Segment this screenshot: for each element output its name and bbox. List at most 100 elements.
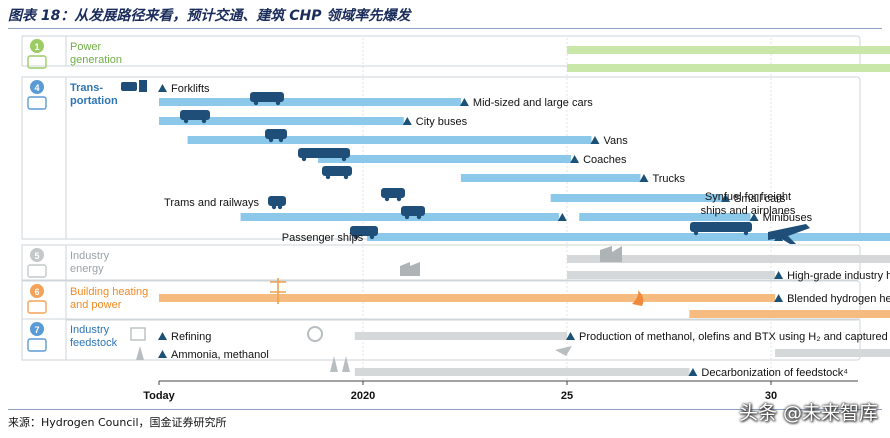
milestone-marker [158,84,167,92]
bus-icon [183,118,189,124]
bar-label: Ammonia, methanol [171,349,269,361]
bar-label: Passenger ships [282,232,364,244]
timeline-bar [689,310,890,318]
sector-label: Industry [70,250,110,262]
truck-icon [343,174,349,180]
x-tick-label: 30 [765,390,777,402]
bar-label: Small cars [734,193,786,205]
sector-label: Trans- [70,82,103,94]
forklift-icon [139,80,147,92]
timeline-bar [159,98,461,106]
source-note: 来源：Hydrogen Council，国金证券研究所 [8,416,227,429]
truck-icon [322,166,352,176]
timeline-bar [567,255,890,263]
sector-number-badge [30,284,44,298]
forklift-icon [121,82,137,91]
cargo-ship-icon [743,230,749,236]
sector-label: Industry [70,324,110,336]
bar-label: Vans [603,135,628,147]
milestone-marker [570,155,580,163]
sector-label: and power [70,299,122,311]
sector-number-badge [30,39,44,53]
sector-icon [27,96,47,110]
timeline-bar [187,136,592,144]
bar-label: ships and airplanes [701,205,796,217]
sector-icon [27,55,47,69]
bar-label: High-grade industry heat [787,270,890,282]
sector-number: 1 [34,42,39,52]
milestone-marker [590,136,600,144]
van-icon [265,129,287,139]
timeline-bar [787,233,890,241]
factory-icon [400,262,420,276]
bar-label: Refining [171,331,211,343]
bar-label: Decarbonization of feedstock⁴ [701,367,848,379]
flask-icon [330,356,350,372]
sector-number-badge [30,248,44,262]
coach-icon [341,156,347,162]
timeline-bar [318,155,572,163]
bar-label: Blended hydrogen heating [787,293,890,305]
timeline-bar [367,233,776,241]
ship-icon [353,234,359,240]
sector-icon [27,264,47,278]
title-rule [8,28,882,29]
bar-label: Forklifts [171,83,210,95]
sector-label: energy [70,263,104,275]
train-icon [268,196,286,206]
bus-icon [201,118,207,124]
x-tick-label: 2020 [351,390,375,402]
airplane-icon [768,224,810,244]
sector-icon-box [21,76,67,240]
bar-label: City buses [416,116,468,128]
bar-label: Mid-sized and large cars [473,97,593,109]
timeline-bar [159,294,776,302]
timeline-bar [775,349,890,357]
milestone-marker [721,194,731,202]
sector-number: 4 [34,83,39,93]
timeline-bar [567,46,890,54]
milestone-marker [774,294,784,302]
refinery-icon [130,327,146,341]
milestone-marker [158,332,167,340]
milestone-marker [688,368,698,376]
timeline-bar [567,64,890,72]
timeline-bar [550,194,723,202]
bar-label: Minibuses [763,212,813,224]
milestone-marker [158,350,167,358]
minibus-icon [404,214,410,220]
milestone-marker [459,98,469,106]
minibus-icon [416,214,422,220]
van-icon [278,137,284,143]
source-rule [8,409,882,410]
x-tick-label: 25 [561,390,573,402]
car-icon [384,196,390,202]
timeline-bar [567,271,776,279]
sector-label: generation [70,54,122,66]
sector-label: Building heating [70,286,148,298]
milestone-marker [557,213,567,221]
train-icon [271,204,277,210]
timeline-bar [460,174,641,182]
flame-icon [632,290,644,306]
sector-number-badge [30,80,44,94]
steel-icon [555,346,572,356]
milestone-marker [639,174,649,182]
sector-number-badge [30,322,44,336]
factory-icon [600,246,622,262]
watermark: 头条 @未来智库 [738,402,878,424]
cargo-ship-icon [690,222,752,232]
car-icon [275,100,281,106]
milestone-marker [402,117,412,125]
ship-icon [369,234,375,240]
bar-label: Trams and railways [164,197,259,209]
minibus-icon [401,206,425,216]
timeline-bar [159,117,404,125]
sector-label: Power [70,41,102,53]
sector-icon [27,300,47,314]
bar-label: Coaches [583,154,627,166]
bus-icon [180,110,210,120]
heating-icon [270,278,286,304]
bar-label: Production of methanol, olefins and BTX … [579,331,890,343]
